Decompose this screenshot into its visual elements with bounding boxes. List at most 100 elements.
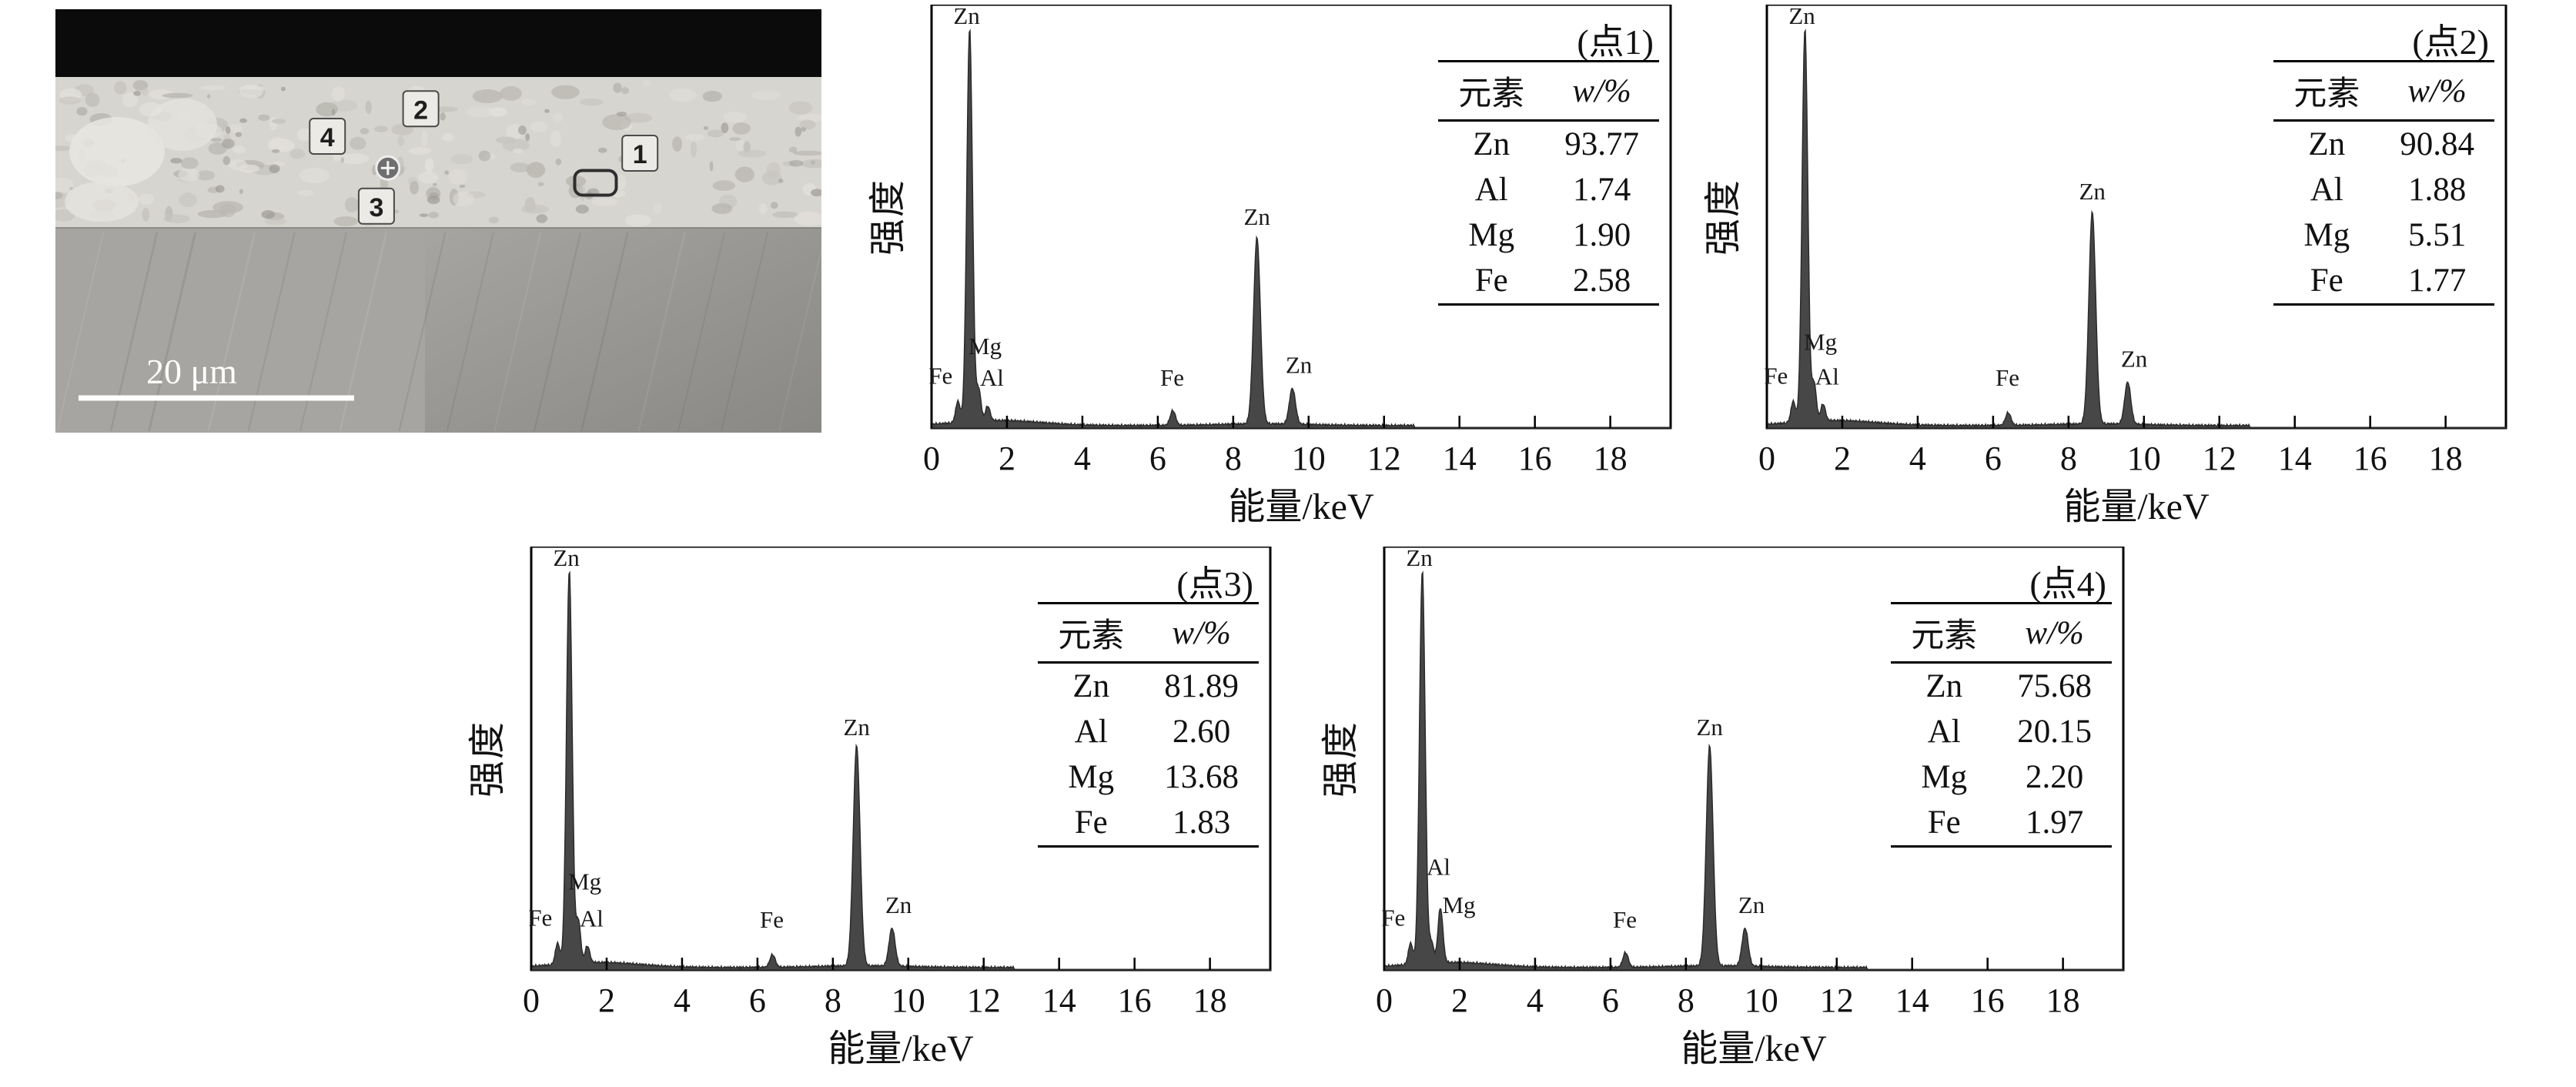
table-header-row: 元素 w/%	[1891, 602, 2112, 664]
x-tick-label: 2	[1451, 982, 1468, 1019]
x-tick-label: 16	[1518, 440, 1552, 477]
table-header-row: 元素 w/%	[1038, 602, 1259, 664]
probe-spot-marker	[375, 155, 401, 181]
x-tick-label: 8	[2060, 440, 2077, 477]
weight-percent-value: 1.90	[1573, 217, 1631, 253]
panel-label: (点3)	[1176, 564, 1253, 604]
panel-label: (点4)	[2029, 564, 2106, 604]
svg-text:2: 2	[413, 95, 428, 125]
element-symbol: Fe	[1038, 800, 1145, 848]
peak-label-Zn: Zn	[1788, 5, 1815, 29]
y-axis-label: 强度	[1320, 721, 1361, 798]
panel-label: (点1)	[1577, 22, 1654, 62]
table-header-row: 元素 w/%	[1438, 60, 1659, 122]
peak-label-Fe: Fe	[1996, 364, 2019, 391]
table-row: Al 1.74	[1438, 167, 1659, 212]
weight-percent-value: 1.77	[2380, 258, 2494, 306]
weight-percent-value: 2.58	[1544, 258, 1659, 306]
composition-table: 元素 w/% Zn 81.89 Al 2.60 Mg 13.68 Fe 1.83	[1038, 602, 1259, 848]
x-tick-label: 8	[1225, 440, 1242, 477]
peak-label-Zn: Zn	[843, 714, 870, 741]
table-row: Mg 2.20	[1891, 754, 2112, 800]
peak-label-Zn: Zn	[1738, 891, 1765, 918]
table-row: Al 2.60	[1038, 709, 1259, 754]
peak-label-Zn: Zn	[2121, 345, 2148, 372]
weight-percent-value: 1.88	[2408, 172, 2467, 208]
x-tick-label: 16	[1971, 982, 2005, 1019]
x-axis-label: 能量/keV	[1681, 1028, 1827, 1069]
spectrum-trace	[1766, 28, 2507, 429]
x-axis-label: 能量/keV	[1228, 487, 1374, 527]
eds-chart-point4: 强度 0 2 4 6 8 10 12 14 16 18 Zn Fe Al Mg Fe Zn Zn (点4) 元素…	[1307, 547, 2146, 1078]
element-symbol: Mg	[1921, 759, 1968, 795]
element-symbol: Mg	[1068, 759, 1115, 795]
x-tick-label: 14	[1443, 440, 1477, 477]
spectrum-plot-area: 0 2 4 6 8 10 12 14 16 18 Zn Fe Mg Al Fe Zn Zn (点2) 元素 w/%…	[1744, 5, 2529, 536]
svg-text:4: 4	[320, 123, 335, 152]
composition-table: 元素 w/% Zn 93.77 Al 1.74 Mg 1.90 Fe 2.58	[1438, 60, 1659, 306]
element-symbol: Mg	[2303, 217, 2350, 253]
col-element: 元素	[1438, 60, 1545, 122]
col-weight-percent: w/%	[1544, 60, 1659, 122]
weight-percent-value: 5.51	[2408, 217, 2467, 253]
element-symbol: Al	[1927, 714, 1961, 750]
spectrum-plot-area: 0 2 4 6 8 10 12 14 16 18 Zn Fe Mg Al Fe Zn Zn (点3) 元素 w/%…	[508, 547, 1293, 1078]
x-tick-label: 2	[1834, 440, 1851, 477]
sem-vacuum-region	[55, 9, 821, 77]
x-tick-label: 18	[2046, 982, 2080, 1019]
element-symbol: Al	[1474, 172, 1508, 208]
peak-label-Zn: Zn	[2079, 178, 2106, 205]
weight-percent-value: 75.68	[2017, 668, 2092, 704]
table-row: Fe 1.77	[2273, 258, 2494, 306]
table-row: Zn 90.84	[2273, 121, 2494, 168]
table-row: Zn 93.77	[1438, 121, 1659, 168]
spectrum-trace	[1383, 570, 2124, 971]
peak-label-Al: Al	[980, 364, 1004, 391]
peak-label-Fe: Fe	[1764, 362, 1788, 389]
x-tick-label: 6	[749, 982, 766, 1019]
weight-percent-value: 1.74	[1573, 172, 1631, 208]
col-element: 元素	[1038, 602, 1145, 664]
x-tick-label: 2	[999, 440, 1015, 477]
x-tick-label: 4	[1909, 440, 1926, 477]
col-weight-percent: w/%	[1997, 602, 2112, 664]
peak-label-Fe: Fe	[928, 362, 952, 389]
table-row: Fe 2.58	[1438, 258, 1659, 306]
element-symbol: Zn	[1072, 668, 1110, 704]
x-tick-label: 12	[1367, 440, 1401, 477]
svg-text:1: 1	[633, 140, 647, 169]
weight-percent-value: 20.15	[2017, 714, 2092, 750]
spectrum-plot-area: 0 2 4 6 8 10 12 14 16 18 Zn Fe Al Mg Fe Zn Zn (点4) 元素 w/%…	[1361, 547, 2146, 1078]
point-marker-2: 2	[402, 90, 440, 128]
x-tick-label: 6	[1602, 982, 1619, 1019]
x-tick-label: 18	[2429, 440, 2463, 477]
x-tick-label: 18	[1594, 440, 1628, 477]
weight-percent-value: 90.84	[2400, 126, 2474, 162]
y-axis-label: 强度	[1703, 179, 1744, 256]
peak-label-Al: Al	[1815, 363, 1839, 390]
table-row: Mg 1.90	[1438, 212, 1659, 258]
weight-percent-value: 2.60	[1173, 714, 1231, 750]
x-tick-label: 8	[1678, 982, 1694, 1019]
element-symbol: Al	[2310, 172, 2343, 208]
x-tick-label: 12	[967, 982, 1001, 1019]
peak-label-Fe: Fe	[1381, 904, 1405, 931]
x-tick-label: 10	[2127, 440, 2161, 477]
table-header-row: 元素 w/%	[2273, 60, 2494, 122]
x-axis-label: 能量/keV	[2063, 487, 2210, 527]
col-weight-percent: w/%	[2380, 60, 2494, 122]
sem-image-canvas: 4 2 3 1 20 μm	[55, 9, 821, 433]
eds-chart-point3: 强度 0 2 4 6 8 10 12 14 16 18 Zn Fe Mg Al Fe Zn Zn (点3) 元素…	[454, 547, 1293, 1078]
peak-label-Mg: Mg	[568, 868, 601, 895]
peak-label-Al: Al	[580, 905, 604, 931]
peak-label-Zn: Zn	[1243, 203, 1270, 230]
weight-percent-value: 1.97	[1997, 800, 2112, 848]
x-tick-label: 16	[1118, 982, 1152, 1019]
y-axis-label: 强度	[868, 179, 908, 256]
x-tick-label: 14	[1895, 982, 1929, 1019]
scale-bar-label: 20 μm	[146, 352, 237, 391]
point-marker-4: 4	[309, 118, 346, 155]
point-marker-1: 1	[621, 135, 659, 172]
x-tick-label: 10	[1745, 982, 1778, 1019]
peak-label-Zn: Zn	[1286, 352, 1313, 379]
